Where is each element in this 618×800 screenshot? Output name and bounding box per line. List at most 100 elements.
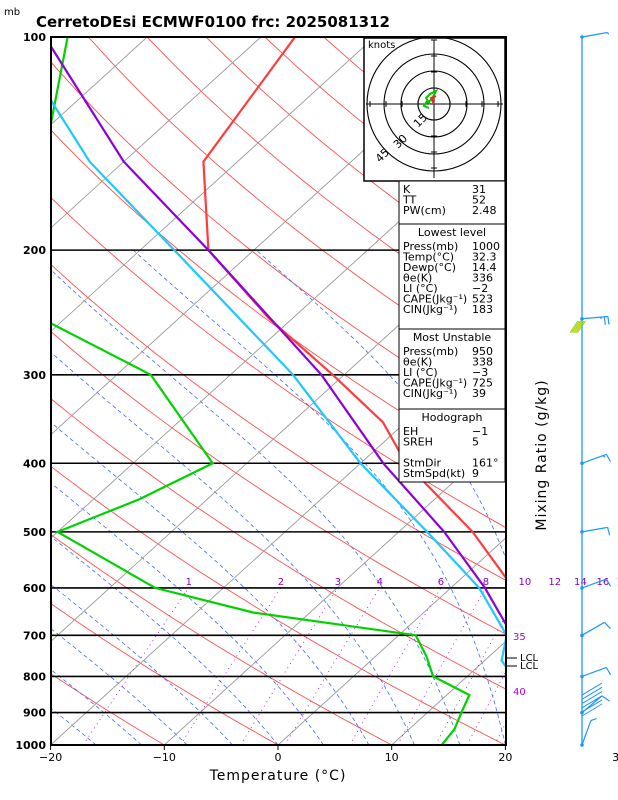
mixing-ratio-axis-title: Mixing Ratio (g/kg) xyxy=(534,379,550,530)
temperature-tick-labels: −40−30−20−10010203040 xyxy=(39,745,618,764)
side-label: 40 xyxy=(513,687,526,698)
mixing-ratio-line xyxy=(601,588,618,745)
wind-barb-flag xyxy=(601,695,610,702)
wind-barb-low xyxy=(581,703,603,717)
wind-barb xyxy=(581,526,608,533)
index-name: Press(mb) xyxy=(403,345,458,358)
wind-barb-low xyxy=(581,695,603,709)
wind-barb xyxy=(581,666,607,677)
temperature-tick-label: 30 xyxy=(612,751,618,764)
index-value: 1000 xyxy=(472,240,500,253)
mixing-ratio-label: 6 xyxy=(438,577,444,588)
mixing-ratio-label: 3 xyxy=(335,577,341,588)
indices-block-title: Most Unstable xyxy=(413,331,492,344)
isotherm xyxy=(51,227,506,642)
wind-barb-flag xyxy=(602,455,606,458)
mixing-ratio-line xyxy=(240,587,339,745)
index-value: 950 xyxy=(472,345,493,358)
index-name: LI (°C) xyxy=(403,366,438,379)
index-value: 523 xyxy=(472,293,493,306)
dry-adiabat xyxy=(51,129,506,477)
index-name: θe(K) xyxy=(403,272,432,285)
index-value: 2.48 xyxy=(472,204,497,217)
profile-series-3 xyxy=(51,98,506,669)
index-name: CAPE(Jkg⁻¹) xyxy=(403,377,467,390)
indices-block xyxy=(398,223,506,330)
wind-barb-upper xyxy=(577,320,586,334)
index-name: PW(cm) xyxy=(403,204,446,217)
index-name: EH xyxy=(403,425,418,438)
index-value: 9 xyxy=(472,467,479,480)
pressure-tick-label: 300 xyxy=(23,369,46,382)
temperature-tick-label: −20 xyxy=(39,751,62,764)
wind-barb-low xyxy=(581,699,603,713)
wind-barb-low xyxy=(581,691,603,705)
pressure-tick-label: 200 xyxy=(23,244,46,257)
dry-adiabat xyxy=(51,534,392,745)
index-value: −2 xyxy=(472,282,488,295)
pressure-tick-label: 600 xyxy=(23,582,46,595)
index-value: 338 xyxy=(472,356,493,369)
mixing-ratio-line xyxy=(540,588,618,745)
side-label: LCL xyxy=(520,661,539,672)
mixing-ratio-label: 10 xyxy=(519,577,532,588)
profile-series-2 xyxy=(51,44,506,627)
wind-barb xyxy=(581,720,592,746)
index-value: 725 xyxy=(472,377,493,390)
index-value: 52 xyxy=(472,194,486,207)
temperature-tick-label: −10 xyxy=(153,751,176,764)
index-name: LI (°C) xyxy=(403,282,438,295)
index-value: 336 xyxy=(472,272,493,285)
mixing-ratio-label: 2 xyxy=(278,577,284,588)
wind-barb-flag xyxy=(603,316,606,325)
index-name: CIN(Jkg⁻¹) xyxy=(403,303,458,316)
wind-barb-upper xyxy=(574,320,583,334)
pressure-tick-label: 700 xyxy=(23,629,46,642)
isotherm xyxy=(51,37,375,332)
dry-adiabat xyxy=(51,603,279,745)
moist-adiabat xyxy=(51,707,97,745)
index-name: CAPE(Jkg⁻¹) xyxy=(403,293,467,306)
wind-barb xyxy=(581,578,607,589)
wind-barb-flag xyxy=(605,578,612,587)
indices-block-title: Hodograph xyxy=(422,411,483,424)
temperature-tick-label: 20 xyxy=(498,751,512,764)
hodograph-trace-green-2 xyxy=(422,100,430,109)
mixing-ratio-line xyxy=(397,587,487,745)
wind-barb-flag xyxy=(607,32,610,35)
index-name: StmDir xyxy=(403,457,442,470)
index-name: TT xyxy=(402,194,417,207)
wind-barb xyxy=(581,453,607,464)
index-value: 161° xyxy=(472,457,499,470)
wind-barb-flag xyxy=(600,316,602,320)
hodograph-units: knots xyxy=(368,40,395,51)
dry-adiabat xyxy=(51,61,506,426)
dry-adiabat xyxy=(51,264,506,581)
mixing-ratio-label: 18 xyxy=(617,577,618,588)
wind-barb xyxy=(581,31,608,38)
index-value: 39 xyxy=(472,387,486,400)
dry-adiabat xyxy=(51,465,506,745)
wind-barb-flag xyxy=(604,621,611,630)
pressure-tick-label: 1000 xyxy=(15,739,46,752)
index-name: StmSpd(kt) xyxy=(403,467,465,480)
mixing-ratio-label: 8 xyxy=(483,577,489,588)
indices-block-title: Lowest level xyxy=(418,226,486,239)
pressure-tick-label: 100 xyxy=(23,31,46,44)
isotherm xyxy=(51,330,506,745)
wind-barb-flag xyxy=(590,718,597,722)
moist-adiabat xyxy=(51,669,142,745)
plot-frame xyxy=(50,36,507,746)
wind-barb-low xyxy=(581,682,603,696)
index-value: 31 xyxy=(472,183,486,196)
wind-barb-upper xyxy=(571,320,580,334)
temperature-tick-label: 0 xyxy=(275,751,282,764)
wind-barb-upper xyxy=(575,320,585,334)
mixing-ratio-line xyxy=(180,587,282,745)
dry-adiabat xyxy=(51,673,165,745)
dry-adiabat xyxy=(51,331,506,635)
index-value: −3 xyxy=(472,366,488,379)
profile-series-1 xyxy=(51,37,471,745)
